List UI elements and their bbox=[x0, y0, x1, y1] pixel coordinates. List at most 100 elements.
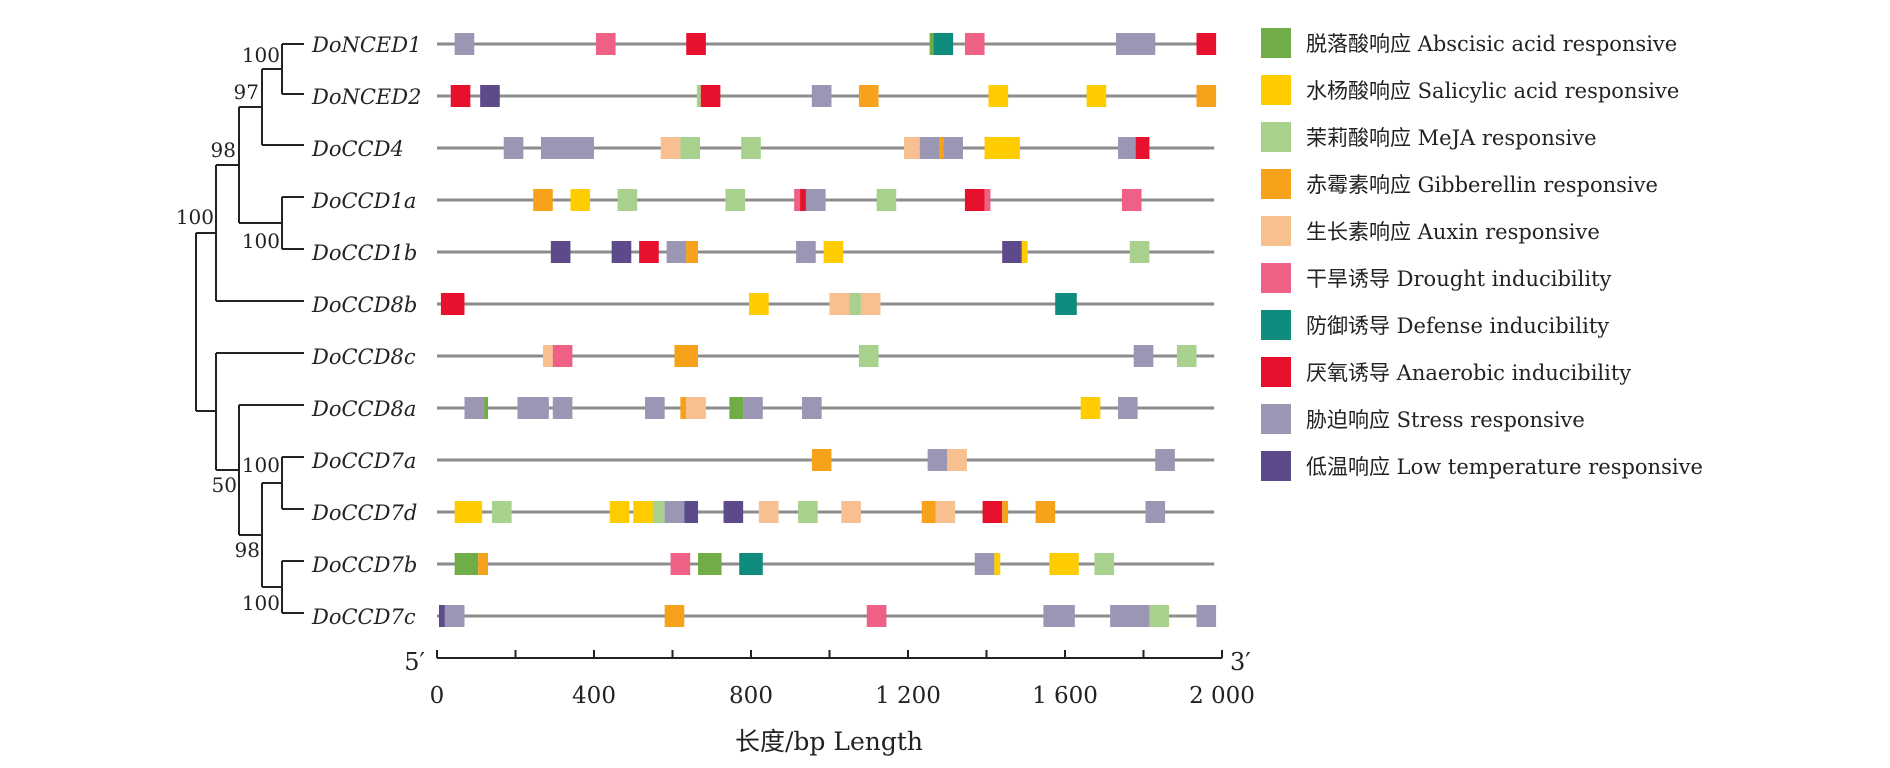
cis-element-stress bbox=[1110, 605, 1150, 627]
cis-element-auxin bbox=[829, 293, 850, 315]
cis-element-stress bbox=[444, 605, 465, 627]
cis-element-stress bbox=[552, 397, 573, 419]
legend-swatch bbox=[1261, 28, 1291, 58]
legend-label: 防御诱导 Defense inducibility bbox=[1306, 314, 1609, 338]
legend-item-defense: 防御诱导 Defense inducibility bbox=[1261, 310, 1609, 340]
legend-swatch bbox=[1261, 451, 1291, 481]
cis-element-ga bbox=[858, 85, 879, 107]
support-label: 100 bbox=[242, 453, 280, 477]
cis-element-sa bbox=[1021, 241, 1028, 263]
cis-element-lowtemp bbox=[480, 85, 500, 107]
gene-tracks: DoNCED1 DoNCED2 DoCCD4 DoCCD1a DoCCD1b DoCCD8… bbox=[311, 33, 1217, 629]
legend-swatch bbox=[1261, 75, 1291, 105]
x-tick-label: 0 bbox=[430, 683, 445, 709]
legend-label: 生长素响应 Auxin responsive bbox=[1306, 220, 1600, 244]
legend-swatch bbox=[1261, 404, 1291, 434]
cis-element-stress bbox=[541, 137, 594, 159]
cis-element-defense bbox=[1055, 293, 1077, 315]
axis-start-label: 5′ bbox=[404, 648, 425, 676]
cis-element-stress bbox=[645, 397, 665, 419]
cis-element-meja bbox=[725, 189, 746, 211]
cis-element-auxin bbox=[935, 501, 956, 523]
cis-element-stress bbox=[919, 137, 940, 159]
gene-row: DoCCD8c bbox=[311, 345, 1215, 369]
gene-row: DoCCD1b bbox=[311, 241, 1215, 265]
cis-element-ga bbox=[533, 189, 553, 211]
gene-row: DoCCD7c bbox=[311, 605, 1217, 629]
legend-item-stress: 胁迫响应 Stress responsive bbox=[1261, 404, 1585, 434]
legend-label: 水杨酸响应 Salicylic acid responsive bbox=[1306, 79, 1679, 103]
cis-element-meja bbox=[798, 501, 818, 523]
gene-row: DoCCD7a bbox=[311, 449, 1215, 473]
tree-branch bbox=[281, 43, 304, 95]
cis-element-sa bbox=[823, 241, 844, 263]
gene-row: DoCCD4 bbox=[311, 137, 1215, 161]
gene-name: DoCCD8a bbox=[311, 397, 416, 421]
legend-item-ga: 赤霉素响应 Gibberellin responsive bbox=[1261, 169, 1658, 199]
cis-element-sa bbox=[633, 501, 653, 523]
legend-item-lowtemp: 低温响应 Low temperature responsive bbox=[1261, 451, 1703, 481]
cis-element-lowtemp bbox=[723, 501, 744, 523]
cis-element-aba bbox=[729, 397, 744, 419]
cis-element-defense bbox=[933, 33, 954, 55]
cis-element-auxin bbox=[841, 501, 861, 523]
cis-element-sa bbox=[570, 189, 591, 211]
support-label: 50 bbox=[212, 473, 237, 497]
cis-element-anaerobic bbox=[686, 33, 706, 55]
legend-label: 茉莉酸响应 MeJA responsive bbox=[1306, 126, 1597, 150]
cis-element-defense bbox=[739, 553, 763, 575]
cis-element-anaerobic bbox=[440, 293, 465, 315]
cis-element-anaerobic bbox=[964, 189, 985, 211]
cis-element-ga bbox=[921, 501, 936, 523]
legend-label: 低温响应 Low temperature responsive bbox=[1306, 455, 1703, 479]
cis-element-stress bbox=[503, 137, 524, 159]
legend-swatch bbox=[1261, 357, 1291, 387]
legend-item-anaerobic: 厌氧诱导 Anaerobic inducibility bbox=[1261, 357, 1631, 387]
support-label: 100 bbox=[176, 205, 214, 229]
cis-element-stress bbox=[454, 33, 475, 55]
x-axis-ticks: 0 400 800 1 200 1 600 2 000 bbox=[430, 650, 1255, 709]
cis-element-stress bbox=[811, 85, 832, 107]
gene-row: DoCCD7d bbox=[311, 501, 1215, 525]
cis-element-ga bbox=[680, 397, 687, 419]
gene-name: DoCCD7d bbox=[311, 501, 417, 525]
cis-element-auxin bbox=[904, 137, 920, 159]
tree-branch bbox=[261, 482, 282, 588]
cis-element-stress bbox=[1196, 605, 1217, 627]
cis-element-lowtemp bbox=[1002, 241, 1022, 263]
gene-name: DoCCD7b bbox=[311, 553, 417, 577]
cis-element-meja bbox=[1149, 605, 1170, 627]
tree-branch bbox=[238, 106, 282, 224]
x-tick-label: 800 bbox=[729, 683, 773, 709]
legend-label: 胁迫响应 Stress responsive bbox=[1306, 408, 1585, 432]
cis-element-drought bbox=[964, 33, 985, 55]
legend-label: 干旱诱导 Drought inducibility bbox=[1306, 267, 1612, 291]
cis-element-stress bbox=[974, 553, 995, 575]
cis-element-ga bbox=[686, 241, 699, 263]
cis-element-stress bbox=[1145, 501, 1166, 523]
cis-element-sa bbox=[454, 501, 483, 523]
cis-element-anaerobic bbox=[1135, 137, 1150, 159]
cis-element-anaerobic bbox=[1196, 33, 1217, 55]
legend-swatch bbox=[1261, 310, 1291, 340]
cis-element-meja bbox=[1129, 241, 1150, 263]
tree-branch bbox=[281, 456, 304, 510]
bootstrap-labels: 100 97 98 100 100 100 50 98 100 bbox=[176, 43, 280, 615]
cis-element-anaerobic bbox=[639, 241, 659, 263]
gene-name: DoCCD4 bbox=[311, 137, 404, 161]
cis-element-auxin bbox=[660, 137, 681, 159]
cis-element-meja bbox=[617, 189, 638, 211]
x-tick-label: 400 bbox=[572, 683, 616, 709]
gene-name: DoNCED2 bbox=[311, 85, 421, 109]
cis-element-ga bbox=[674, 345, 699, 367]
cis-element-stress bbox=[666, 241, 687, 263]
cis-element-meja bbox=[858, 345, 879, 367]
cis-element-drought bbox=[866, 605, 887, 627]
legend-item-drought: 干旱诱导 Drought inducibility bbox=[1261, 263, 1612, 293]
gene-row: DoCCD8b bbox=[311, 293, 1215, 317]
cis-element-sa bbox=[1086, 85, 1107, 107]
cis-element-lowtemp bbox=[438, 605, 445, 627]
legend-label: 赤霉素响应 Gibberellin responsive bbox=[1306, 173, 1658, 197]
gene-row: DoCCD7b bbox=[311, 553, 1215, 577]
